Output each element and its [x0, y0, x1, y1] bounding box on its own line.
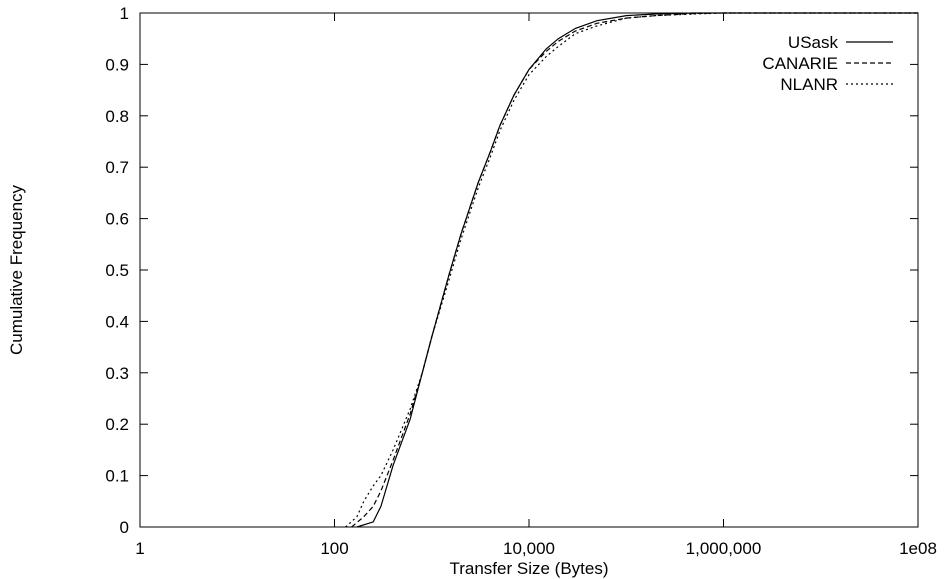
y-tick-label: 0.5	[105, 261, 129, 280]
x-tick-label: 1	[135, 539, 144, 558]
x-tick-label: 10,000	[503, 539, 555, 558]
legend-label: CANARIE	[762, 54, 838, 73]
y-tick-label: 0.4	[105, 312, 129, 331]
series-curves	[345, 12, 918, 528]
series-line-canarie	[351, 12, 918, 528]
y-tick-label: 0	[120, 518, 129, 537]
legend-label: NLANR	[780, 75, 838, 94]
y-tick-label: 0.7	[105, 158, 129, 177]
tick-labels: 0 0.1 0.2 0.3 0.4 0.5 0.6 0.7 0.8 0.9 1 1 100 10,000 1…	[105, 4, 937, 558]
x-tick-label: 1,000,000	[686, 539, 762, 558]
plot-frame	[139, 12, 919, 528]
y-tick-label: 0.2	[105, 415, 129, 434]
x-tick-label: 100	[320, 539, 348, 558]
legend-label: USask	[788, 33, 839, 52]
y-tick-label: 0.8	[105, 107, 129, 126]
y-tick-label: 0.1	[105, 467, 129, 486]
y-tick-label: 0.6	[105, 210, 129, 229]
series-line-usask	[356, 12, 918, 528]
y-axis-label: Cumulative Frequency	[7, 184, 26, 355]
y-tick-label: 0.9	[105, 55, 129, 74]
y-tick-label: 1	[120, 4, 129, 23]
series-line-nlanr	[345, 12, 918, 528]
y-tick-label: 0.3	[105, 364, 129, 383]
x-tick-label: 1e08	[899, 539, 937, 558]
x-axis-label: Transfer Size (Bytes)	[449, 559, 608, 578]
legend: USask CANARIE NLANR	[762, 33, 893, 94]
